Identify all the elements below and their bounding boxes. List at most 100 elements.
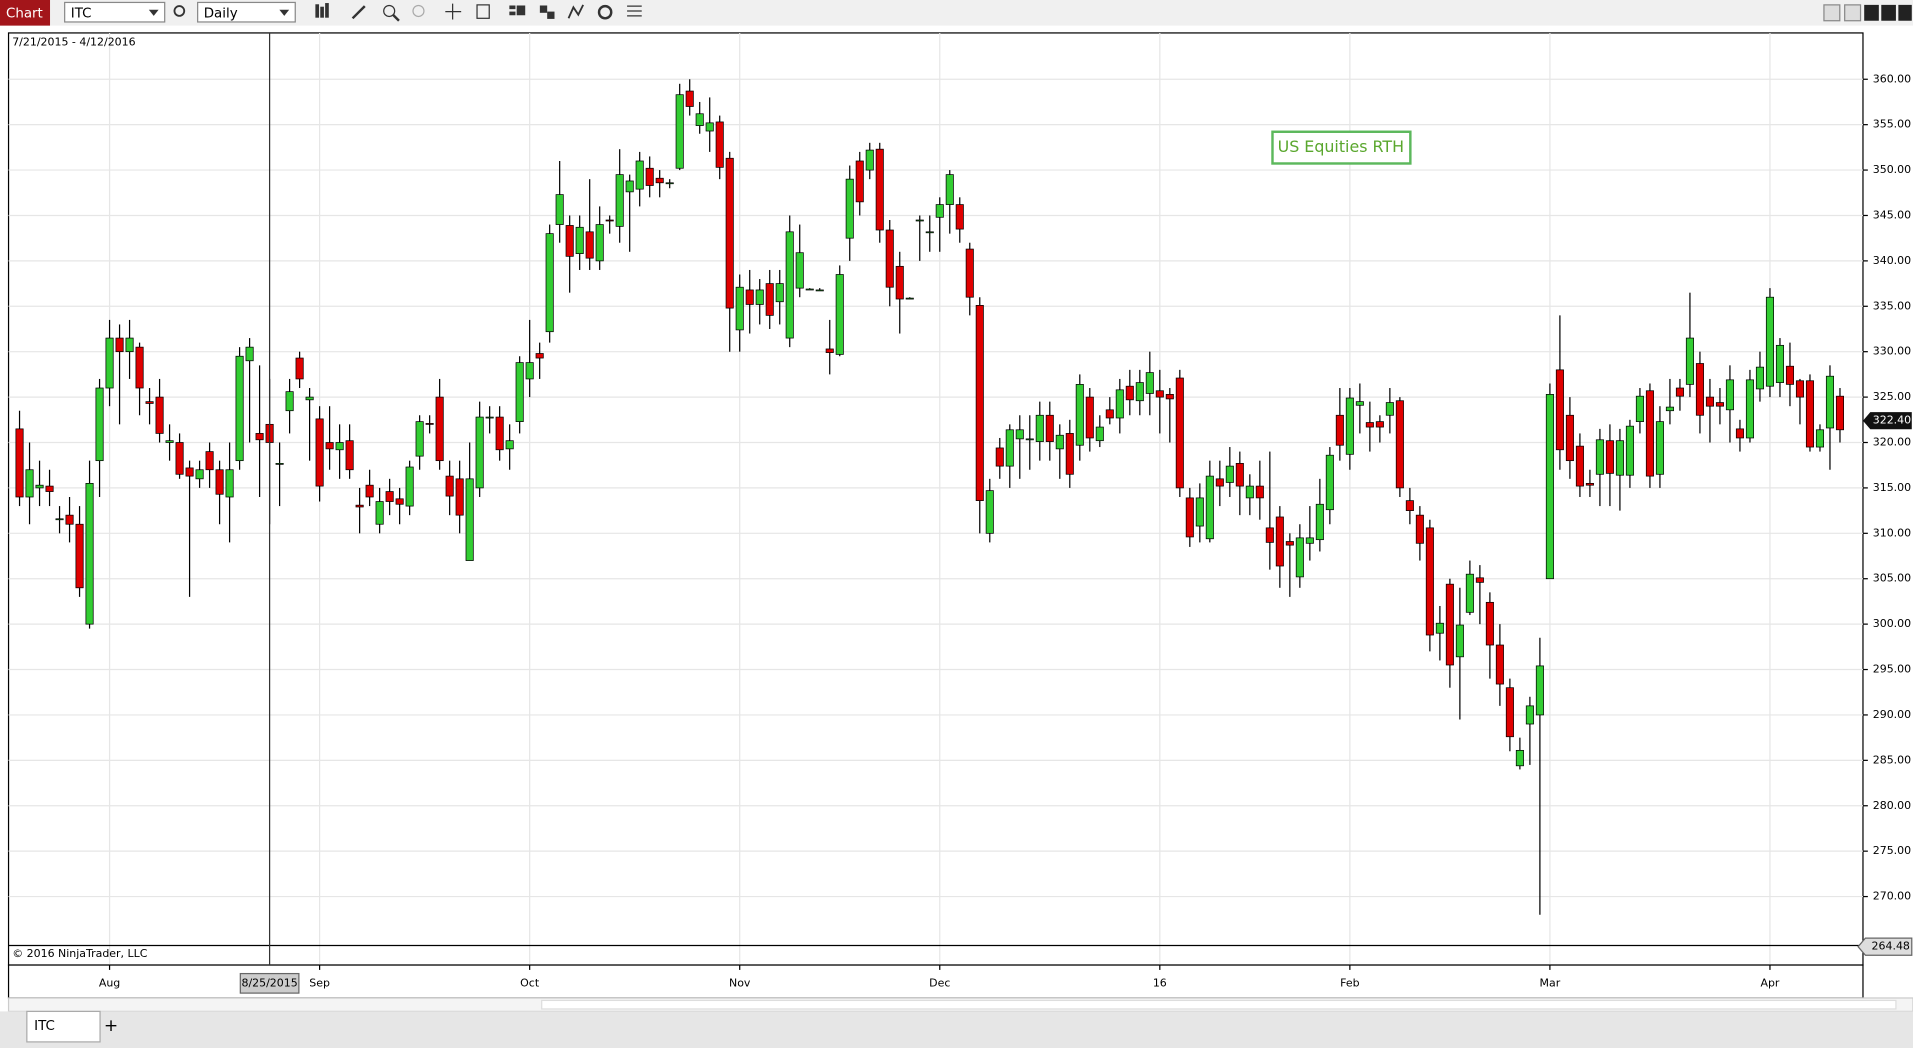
cursor-price-label: 264.48 <box>1872 940 1910 953</box>
candle-body <box>1175 377 1184 489</box>
candle-body <box>305 396 314 401</box>
chart-tab[interactable] <box>0 0 51 26</box>
candle-body <box>565 225 574 257</box>
candle-body <box>1675 387 1684 397</box>
x-tick-label: Nov <box>729 976 751 989</box>
candle-body <box>1435 622 1444 634</box>
candle-body <box>75 523 84 589</box>
candle-body <box>1815 429 1824 448</box>
candle-body <box>105 337 114 389</box>
candle-body <box>1225 465 1234 483</box>
candle-body <box>1165 394 1174 400</box>
candle-body <box>1725 379 1734 411</box>
candle-body <box>1555 369 1564 451</box>
interval-select[interactable] <box>197 1 296 23</box>
candle-body <box>1365 422 1374 428</box>
candle-body <box>395 498 404 505</box>
candle-body <box>1425 527 1434 636</box>
y-tick-label: 275.00 <box>1873 844 1911 857</box>
candle-body <box>835 274 844 355</box>
candle-body <box>1705 396 1714 407</box>
candle-body <box>595 224 604 262</box>
bottom-tab[interactable] <box>26 1010 101 1043</box>
symbol-select[interactable] <box>64 1 166 23</box>
y-tick-label: 340.00 <box>1873 254 1911 267</box>
candle-body <box>955 204 964 230</box>
add-tab[interactable]: + <box>104 1016 118 1036</box>
tab-bar <box>0 1011 1913 1048</box>
candle-body <box>1575 445 1584 487</box>
candle-body <box>1595 439 1604 475</box>
last-price-marker <box>1862 412 1912 430</box>
candle-body <box>1215 478 1224 487</box>
candle-body <box>625 180 634 193</box>
candle-body <box>325 442 334 450</box>
candle-body <box>225 469 234 498</box>
candle-body <box>1785 365 1794 385</box>
candle-body <box>1735 428 1744 439</box>
candle-body <box>1035 414 1044 442</box>
candle-body <box>1795 380 1804 398</box>
candle-body <box>1655 421 1664 475</box>
candle-body <box>235 355 244 462</box>
y-tick-label: 335.00 <box>1873 299 1911 312</box>
candle-body <box>575 226 584 254</box>
candle-body <box>1695 363 1704 416</box>
candle-body <box>675 94 684 169</box>
candle-body <box>635 160 644 190</box>
scroll-thumb[interactable] <box>541 999 1897 1010</box>
interval-label: Daily <box>204 6 238 21</box>
candle-body <box>415 421 424 457</box>
candle-body <box>1535 665 1544 716</box>
candle-body <box>1805 380 1814 448</box>
search-icon[interactable] <box>173 5 186 17</box>
x-tick-label: Apr <box>1760 976 1779 989</box>
candle-body <box>865 149 874 171</box>
candle-body <box>1095 426 1104 442</box>
y-tick-label: 330.00 <box>1873 345 1911 358</box>
y-tick-label: 325.00 <box>1873 390 1911 403</box>
y-tick-label: 300.00 <box>1873 617 1911 630</box>
candle-body <box>935 204 944 218</box>
chart-tab-label: Chart <box>6 6 43 21</box>
grid <box>8 32 1863 966</box>
x-tick-label: Sep <box>309 976 330 989</box>
candle-body <box>1275 516 1284 567</box>
candle-body <box>1405 500 1414 511</box>
candle-body <box>1265 527 1274 543</box>
candle-body <box>725 157 734 309</box>
y-tick-label: 310.00 <box>1873 526 1911 539</box>
candle-body <box>975 305 984 501</box>
candle-body <box>1385 402 1394 416</box>
candle-body <box>1745 379 1754 439</box>
candle-body <box>385 491 394 502</box>
candle-body <box>25 469 34 498</box>
candle-body <box>1605 440 1614 474</box>
window-buttons[interactable] <box>1823 4 1912 22</box>
candle-body <box>1075 384 1084 446</box>
plot-area <box>7 32 1864 966</box>
candle-body <box>1615 440 1624 476</box>
toolbar-icons[interactable] <box>315 3 642 22</box>
candle-body <box>1005 429 1014 467</box>
candle-body <box>255 433 264 441</box>
candle-body <box>1835 395 1844 431</box>
candle-body <box>185 467 194 477</box>
candle-body <box>845 178 854 239</box>
candle-body <box>515 362 524 422</box>
y-tick-label: 350.00 <box>1873 163 1911 176</box>
candle-body <box>1825 375 1834 429</box>
candle-body <box>1305 537 1314 544</box>
candle-body <box>905 297 914 300</box>
candle-body <box>1765 296 1774 387</box>
x-tick-label: Dec <box>929 976 950 989</box>
candle-body <box>555 194 564 225</box>
dropdown-arrow <box>279 9 290 16</box>
candle-body <box>775 283 784 303</box>
time-axis <box>7 964 1864 999</box>
candle-body <box>405 466 414 507</box>
candle-body <box>925 231 934 234</box>
candle-body <box>695 113 704 126</box>
candle-body <box>655 177 664 184</box>
candle-body <box>345 440 354 471</box>
